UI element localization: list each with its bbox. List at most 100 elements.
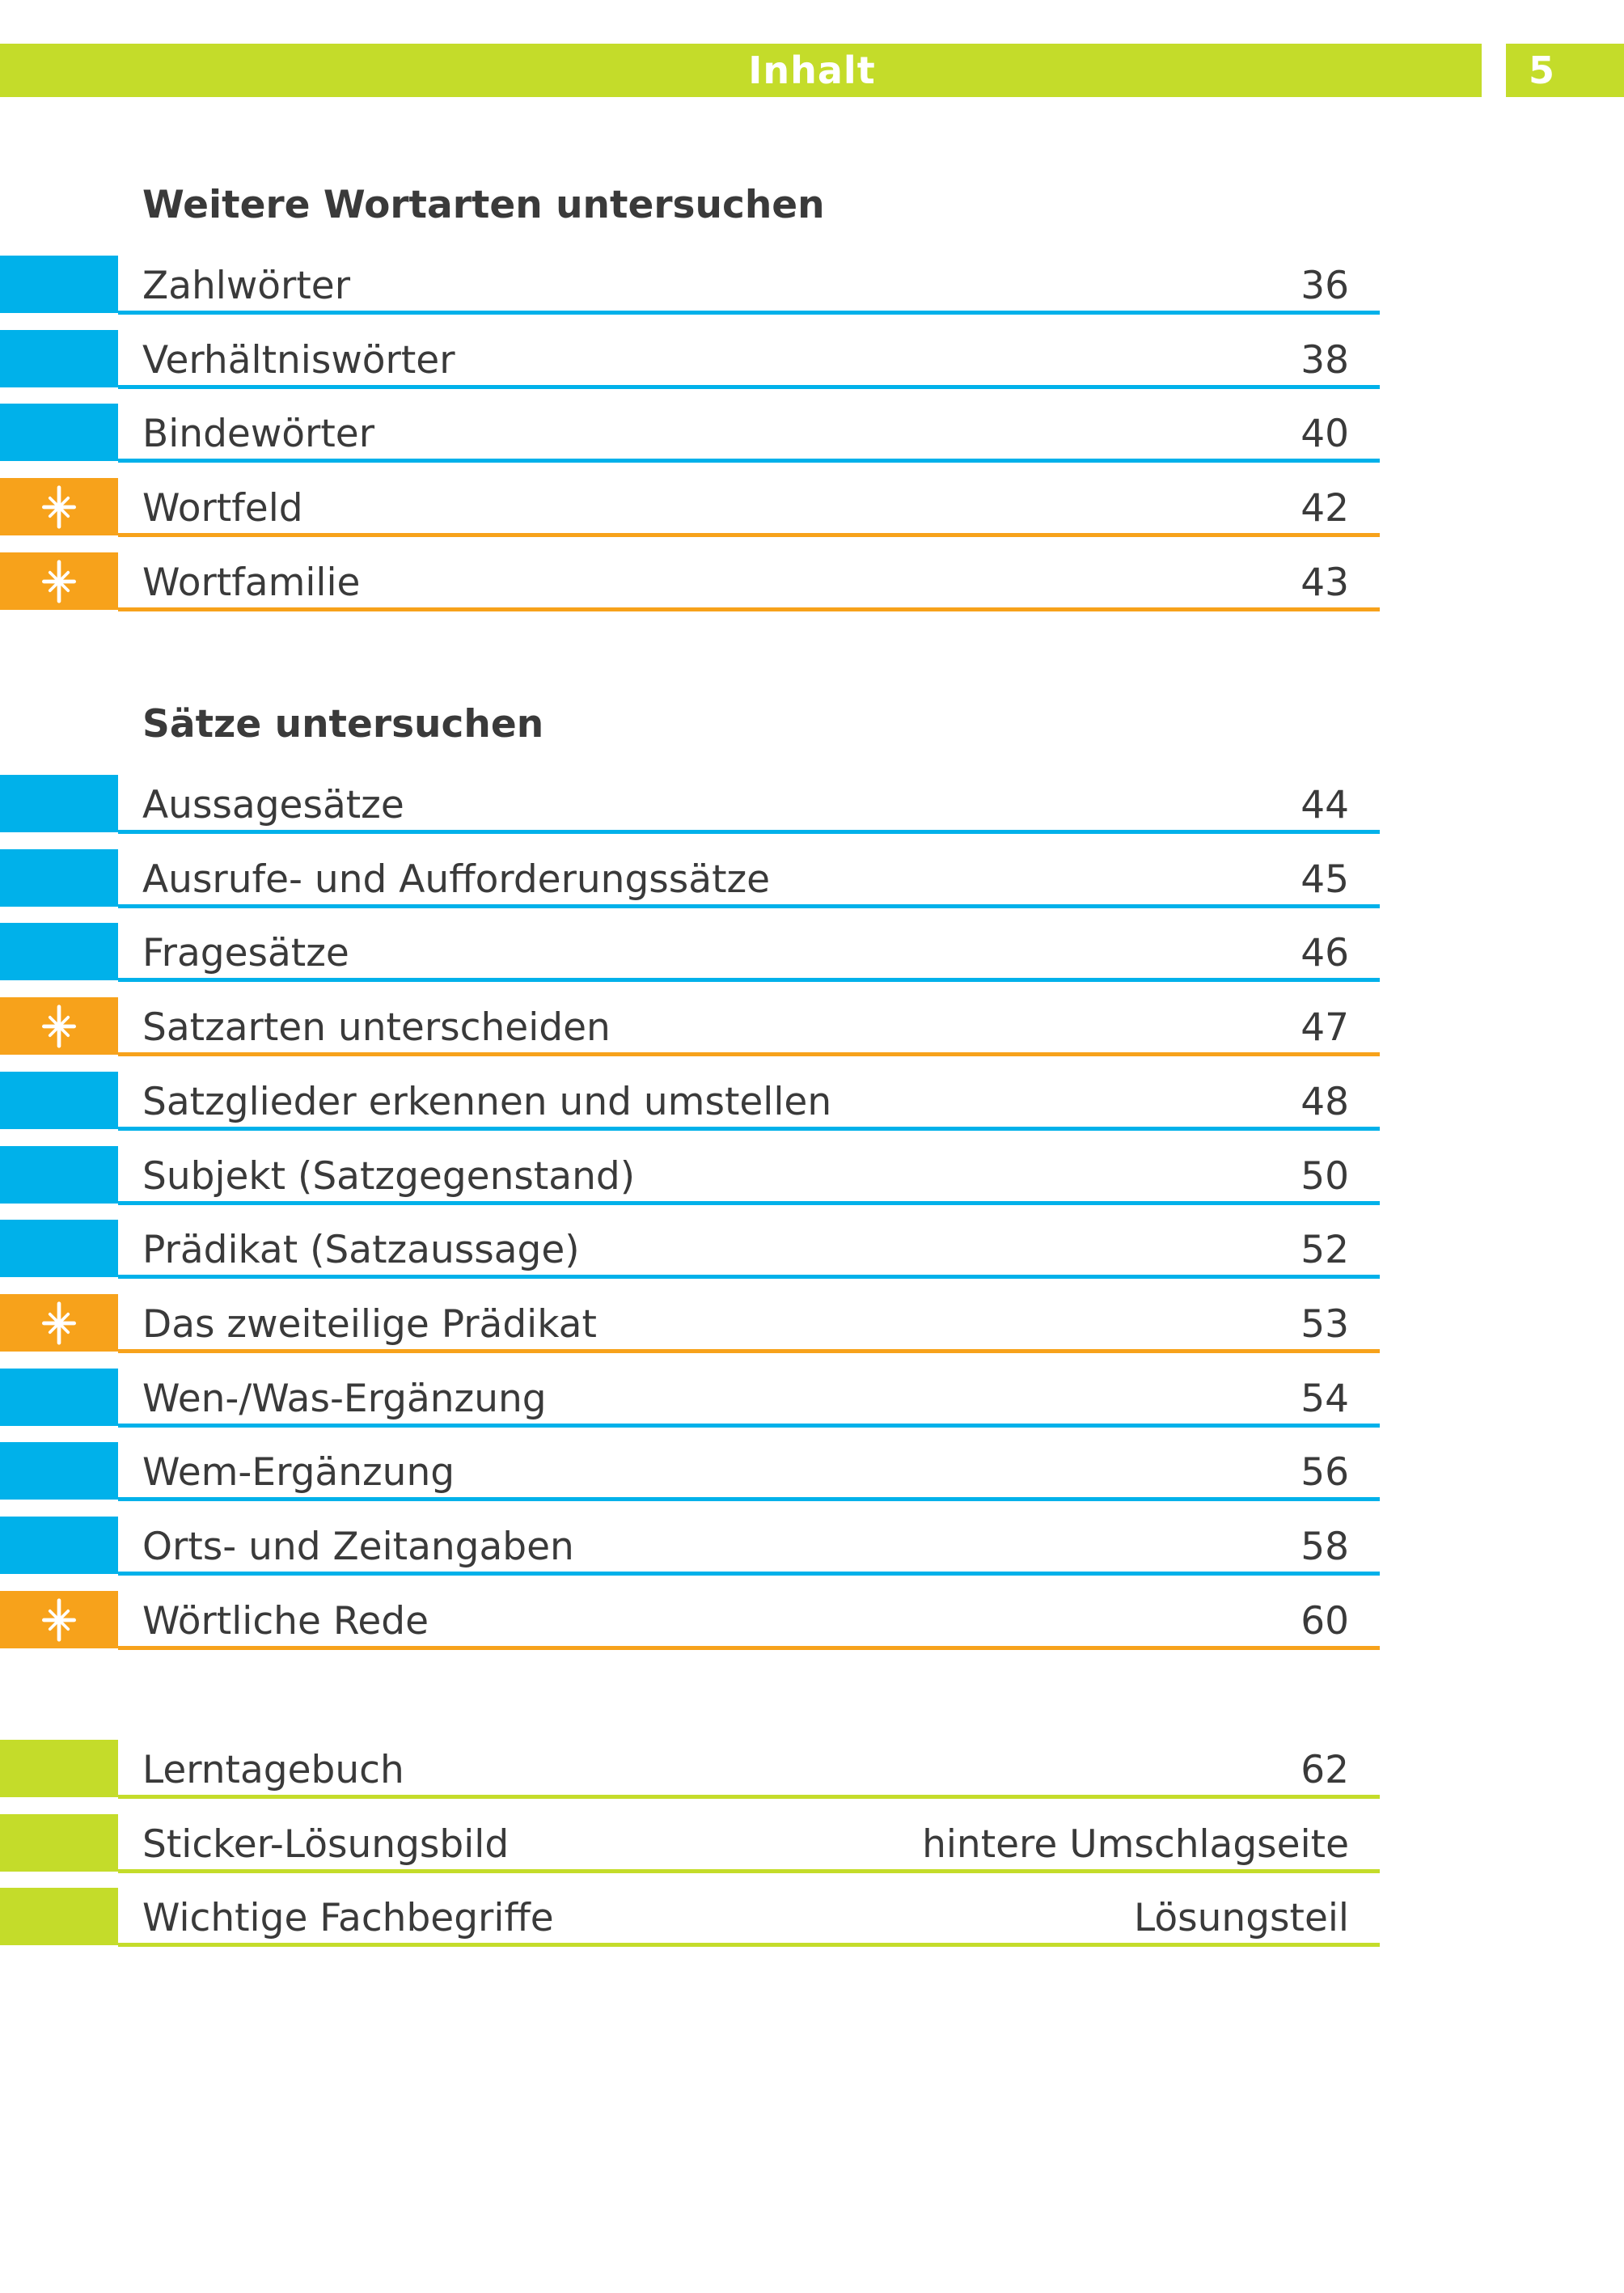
marker [0,330,118,387]
entry-page: 60 [1300,1599,1349,1644]
toc-entry[interactable]: Wen-/Was-Ergänzung 54 [0,1369,1380,1443]
toc-entry[interactable]: Lerntagebuch 62 [0,1740,1380,1814]
toc-entry[interactable]: Sticker-Lösungsbild hintere Umschlagseite [0,1814,1380,1889]
entry-underline [118,830,1380,834]
header-bar [0,44,1482,97]
marker [0,1814,118,1872]
marker [0,1888,118,1945]
entry-underline [118,1943,1380,1947]
entry-underline [118,459,1380,463]
entry-underline [118,1349,1380,1353]
entry-page: 53 [1300,1302,1349,1347]
entry-label: Wem-Ergänzung [142,1450,455,1495]
entry-page: hintere Umschlagseite [922,1822,1349,1867]
toc-entry[interactable]: Satzarten unterscheiden 47 [0,997,1380,1072]
marker-starred [0,1294,118,1352]
marker-starred [0,478,118,535]
entry-page: 42 [1300,486,1349,531]
entry-page: 52 [1300,1228,1349,1272]
entry-page: 54 [1300,1377,1349,1421]
marker [0,775,118,832]
page-title: Inhalt [748,49,876,92]
toc-entry[interactable]: Prädikat (Satzaussage) 52 [0,1220,1380,1294]
entry-underline [118,385,1380,389]
toc-entry[interactable]: Wortfeld 42 [0,478,1380,552]
marker [0,1369,118,1426]
entry-label: Orts- und Zeitangaben [142,1525,574,1569]
page-number-box: 5 [1506,44,1624,97]
marker-starred [0,997,118,1055]
toc-entry[interactable]: Verhältniswörter 38 [0,330,1380,404]
entry-page: 50 [1300,1154,1349,1199]
toc-entry[interactable]: Wem-Ergänzung 56 [0,1442,1380,1517]
toc-entry[interactable]: Aussagesätze 44 [0,775,1380,849]
marker-starred [0,1591,118,1648]
entry-page: 58 [1300,1525,1349,1569]
entry-page: 38 [1300,338,1349,383]
toc-entry[interactable]: Fragesätze 46 [0,923,1380,997]
toc-entry[interactable]: Satzglieder erkennen und umstellen 48 [0,1072,1380,1146]
entry-label: Wörtliche Rede [142,1599,429,1644]
entry-page: 45 [1300,857,1349,902]
toc-entry[interactable]: Wortfamilie 43 [0,552,1380,627]
entry-page: 43 [1300,561,1349,605]
entry-label: Wortfeld [142,486,303,531]
entry-label: Subjekt (Satzgegenstand) [142,1154,636,1199]
toc-entry[interactable]: Wichtige Fachbegriffe Lösungsteil [0,1888,1380,1962]
entry-underline [118,1127,1380,1131]
entry-label: Zahlwörter [142,264,351,308]
entry-page: 48 [1300,1080,1349,1124]
entry-underline [118,533,1380,537]
entry-page: 44 [1300,783,1349,827]
marker [0,1146,118,1204]
entry-underline [118,1795,1380,1799]
toc-entry[interactable]: Bindewörter 40 [0,404,1380,478]
marker [0,256,118,313]
entry-page: 56 [1300,1450,1349,1495]
entry-label: Fragesätze [142,931,349,975]
entry-underline [118,607,1380,611]
entry-label: Ausrufe- und Aufforderungssätze [142,857,771,902]
entry-underline [118,1424,1380,1428]
marker [0,404,118,461]
marker [0,923,118,980]
entry-label: Satzglieder erkennen und umstellen [142,1080,832,1124]
star-icon [41,559,76,603]
marker [0,849,118,907]
entry-page: 46 [1300,931,1349,975]
star-icon [41,1301,76,1345]
marker [0,1442,118,1500]
toc-entry[interactable]: Wörtliche Rede 60 [0,1591,1380,1665]
entry-page: Lösungsteil [1134,1896,1349,1940]
entry-label: Bindewörter [142,412,375,456]
entry-page: 36 [1300,264,1349,308]
entry-label: Wortfamilie [142,561,361,605]
star-icon [41,1597,76,1642]
toc-entry[interactable]: Zahlwörter 36 [0,256,1380,330]
marker [0,1220,118,1277]
entry-label: Das zweiteilige Prädikat [142,1302,597,1347]
page-number: 5 [1529,49,1555,92]
entry-underline [118,311,1380,315]
toc-entry[interactable]: Orts- und Zeitangaben 58 [0,1517,1380,1591]
entry-underline [118,978,1380,982]
entry-label: Lerntagebuch [142,1748,404,1792]
entry-underline [118,1869,1380,1873]
entry-label: Sticker-Lösungsbild [142,1822,510,1867]
entry-underline [118,1572,1380,1576]
toc-entry[interactable]: Ausrufe- und Aufforderungssätze 45 [0,849,1380,924]
entry-page: 40 [1300,412,1349,456]
entry-underline [118,1275,1380,1279]
marker [0,1740,118,1797]
marker [0,1072,118,1129]
section-title: Weitere Wortarten untersuchen [142,183,825,227]
toc-entry[interactable]: Subjekt (Satzgegenstand) 50 [0,1146,1380,1221]
toc-entry[interactable]: Das zweiteilige Prädikat 53 [0,1294,1380,1369]
entry-label: Wen-/Was-Ergänzung [142,1377,547,1421]
entry-underline [118,1646,1380,1650]
entry-label: Wichtige Fachbegriffe [142,1896,554,1940]
star-icon [41,484,76,529]
entry-label: Verhältniswörter [142,338,455,383]
marker-starred [0,552,118,610]
entry-label: Satzarten unterscheiden [142,1005,611,1050]
